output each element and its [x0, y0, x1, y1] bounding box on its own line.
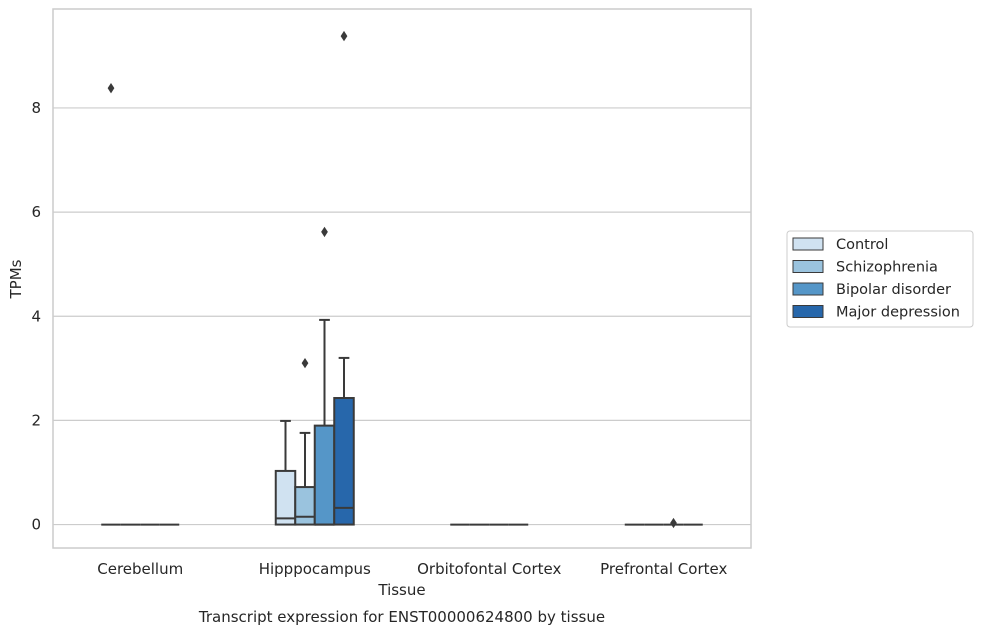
chart-title: Transcript expression for ENST0000062480…: [198, 608, 605, 626]
x-tick-label: Cerebellum: [97, 560, 183, 578]
y-axis-label: TPMs: [7, 259, 25, 299]
outlier-point: [107, 82, 115, 94]
legend-swatch: [792, 305, 824, 318]
outlier-point: [340, 30, 348, 42]
series-major-depression: [159, 30, 703, 526]
box: [294, 486, 316, 526]
box: [274, 469, 297, 526]
legend-swatch: [792, 282, 824, 296]
outlier-point: [321, 226, 328, 238]
series-control: [101, 82, 645, 526]
legend: Control Schizophrenia Bipolar disorder Majo…: [786, 230, 974, 328]
legend-swatch: [792, 237, 824, 251]
x-tick-label: Orbitofontal Cortex: [417, 560, 561, 578]
legend-label: Bipolar disorder: [836, 282, 951, 298]
y-tick-label: 2: [31, 411, 41, 429]
legend-label: Schizophrenia: [836, 260, 938, 276]
box: [333, 397, 355, 526]
series-bipolar-disorder: [140, 226, 684, 529]
legend-swatch: [792, 260, 824, 273]
box-series: [101, 30, 703, 529]
y-gridlines: [53, 107, 751, 526]
legend-label: Major depression: [836, 305, 960, 321]
x-tick-label: Hipppocampus: [259, 560, 371, 578]
series-schizophrenia: [120, 357, 664, 526]
x-tick-label: Prefrontal Cortex: [600, 560, 727, 578]
legend-frame: [786, 230, 974, 328]
x-tick-labels: Cerebellum Hipppocampus Orbitofontal Corte…: [97, 560, 727, 578]
box: [313, 424, 336, 526]
y-tick-label: 0: [31, 516, 41, 534]
y-tick-label: 6: [31, 203, 41, 221]
y-tick-label: 8: [31, 99, 41, 117]
legend-label: Control: [836, 237, 888, 253]
plot-frame: [52, 8, 752, 549]
y-tick-label: 4: [31, 307, 41, 325]
x-axis-label: Tissue: [377, 581, 425, 599]
y-tick-labels: 0 2 4 6 8: [31, 99, 41, 534]
outlier-point: [301, 357, 309, 369]
outlier-point: [670, 517, 677, 529]
